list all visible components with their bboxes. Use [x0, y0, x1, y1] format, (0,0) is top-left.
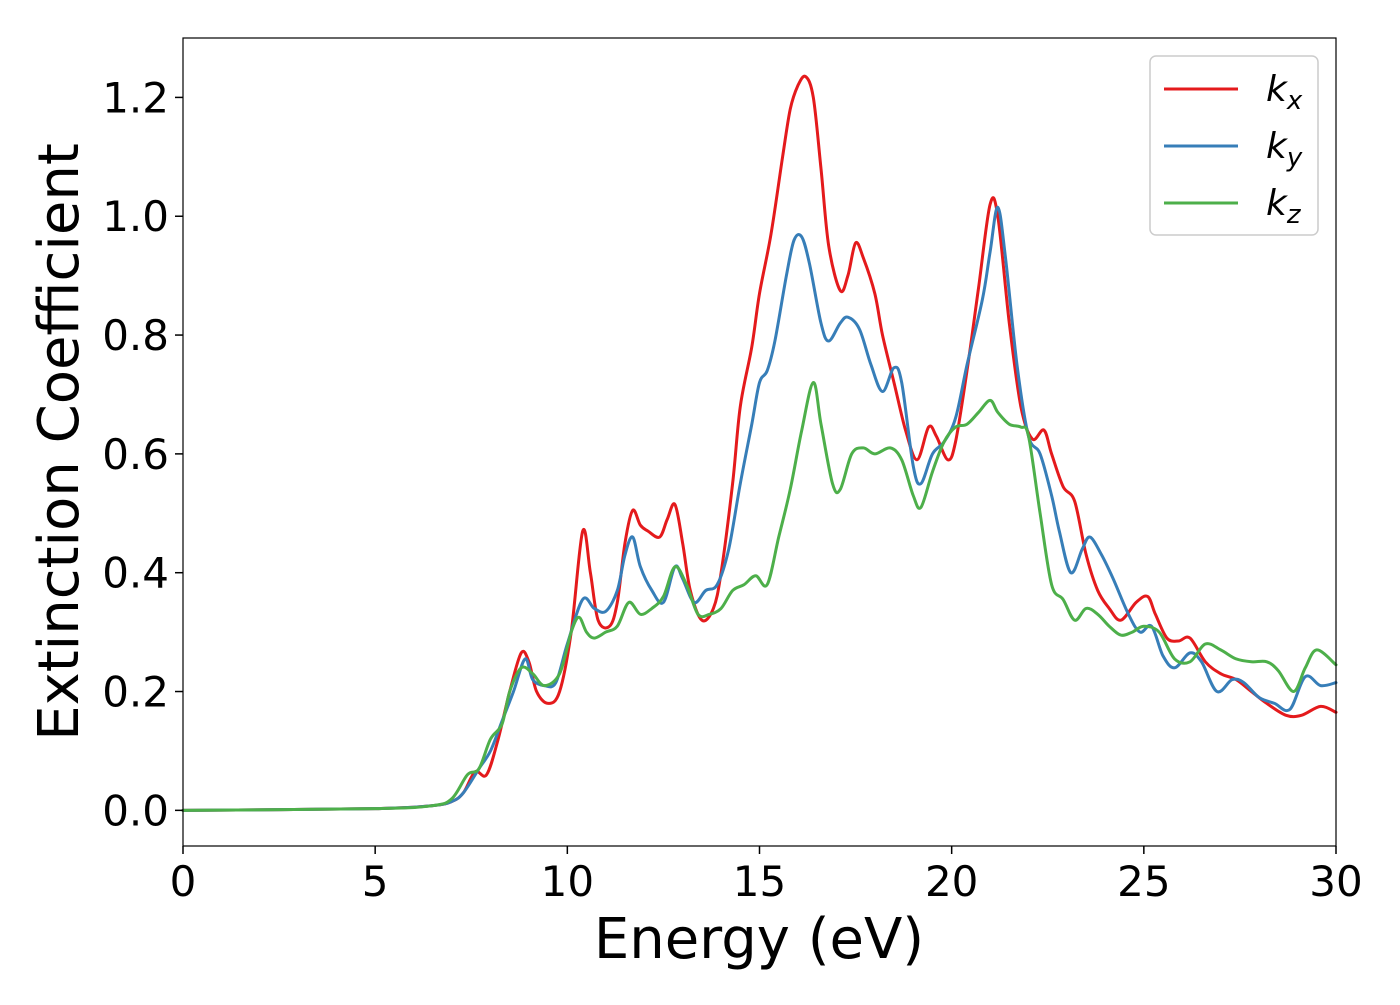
y-tick-label: 0.2	[102, 668, 169, 717]
series-lines	[181, 74, 1338, 812]
x-axis-title: Energy (eV)	[594, 907, 924, 972]
x-tick-label: 30	[1309, 857, 1362, 906]
series-line-kz	[181, 381, 1338, 812]
y-tick-label: 0.0	[102, 786, 169, 835]
x-tick-label: 0	[170, 857, 197, 906]
y-tick-label: 1.2	[102, 73, 169, 122]
y-axis-ticks: 0.0 0.2 0.4 0.6 0.8 1.0 1.2	[102, 73, 183, 835]
y-tick-label: 0.6	[102, 430, 169, 479]
legend: kx ky kz	[1149, 55, 1319, 236]
legend-label-ky: ky	[1266, 126, 1303, 173]
y-tick-label: 0.4	[102, 549, 169, 598]
y-tick-label: 0.8	[102, 311, 169, 360]
y-tick-label: 1.0	[102, 192, 169, 241]
x-tick-label: 15	[733, 857, 786, 906]
legend-label-kx: kx	[1266, 69, 1303, 116]
legend-items: kx ky kz	[1164, 69, 1303, 230]
y-axis-title: Extinction Coefficient	[27, 143, 92, 741]
x-tick-label: 20	[925, 857, 978, 906]
x-tick-label: 25	[1117, 857, 1170, 906]
x-tick-label: 5	[362, 857, 389, 906]
legend-label-kz: kz	[1266, 183, 1302, 230]
x-axis-ticks: 0 5 10 15 20 25 30	[170, 846, 1363, 906]
x-tick-label: 10	[541, 857, 594, 906]
